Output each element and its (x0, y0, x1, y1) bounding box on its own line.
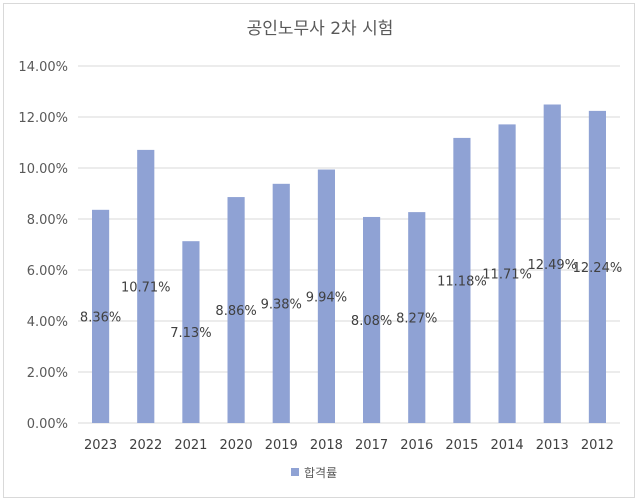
data-label: 12.24% (573, 261, 623, 276)
data-label: 10.71% (121, 280, 171, 295)
bar-2013 (543, 104, 561, 423)
bar-2015 (453, 137, 471, 423)
x-category-label: 2020 (220, 438, 253, 453)
bar-2018 (317, 169, 335, 423)
chart-title: 공인노무사 2차 시험 (247, 19, 394, 39)
data-label: 8.36% (80, 310, 121, 325)
data-label: 12.49% (527, 258, 577, 273)
y-tick-label: 12.00% (18, 111, 68, 126)
gridlines (78, 65, 620, 424)
x-category-label: 2017 (355, 438, 388, 453)
y-tick-label: 4.00% (27, 315, 68, 330)
y-tick-label: 14.00% (18, 60, 68, 75)
bar-2020 (227, 197, 245, 423)
x-axis-categories: 2023 2022 2021 2020 2019 2018 2017 2016 2015 2014… (84, 438, 614, 453)
legend-label: 합격률 (304, 466, 337, 480)
x-category-label: 2016 (400, 438, 433, 453)
legend-swatch (291, 468, 299, 476)
x-category-label: 2012 (581, 438, 614, 453)
bar-2014 (498, 124, 516, 424)
x-category-label: 2021 (174, 438, 207, 453)
x-category-label: 2018 (310, 438, 343, 453)
data-label: 11.71% (482, 268, 532, 283)
data-label: 9.38% (261, 297, 302, 312)
y-tick-label: 8.00% (27, 213, 68, 228)
x-category-label: 2022 (129, 438, 162, 453)
x-category-label: 2015 (445, 438, 478, 453)
bar-2012 (588, 110, 606, 423)
y-tick-label: 0.00% (27, 417, 68, 432)
bar-2017 (363, 216, 381, 423)
data-label: 11.18% (437, 274, 487, 289)
bar-2023 (92, 209, 110, 423)
bar-2022 (137, 149, 155, 423)
bars (92, 104, 606, 424)
data-label: 9.94% (306, 290, 347, 305)
y-tick-label: 6.00% (27, 264, 68, 279)
x-category-label: 2019 (265, 438, 298, 453)
y-axis-ticks: 0.00% 2.00% 4.00% 6.00% 8.00% 10.00% 12.00% 14.… (18, 60, 68, 432)
x-category-label: 2014 (491, 438, 524, 453)
data-labels: 8.36%10.71% 7.13% 8.86% 9.38% 9.94% 8.08% 8.27… (80, 258, 622, 341)
legend: 합격률 (291, 466, 337, 480)
x-category-label: 2023 (84, 438, 117, 453)
data-label: 8.27% (396, 312, 437, 327)
data-label: 8.86% (215, 304, 256, 319)
bar-2021 (182, 241, 200, 423)
bar-2019 (272, 183, 290, 423)
data-label: 7.13% (170, 326, 211, 341)
y-tick-label: 2.00% (27, 366, 68, 381)
bar-2016 (408, 212, 426, 423)
data-label: 8.08% (351, 314, 392, 329)
y-tick-label: 10.00% (18, 162, 68, 177)
x-category-label: 2013 (536, 438, 569, 453)
